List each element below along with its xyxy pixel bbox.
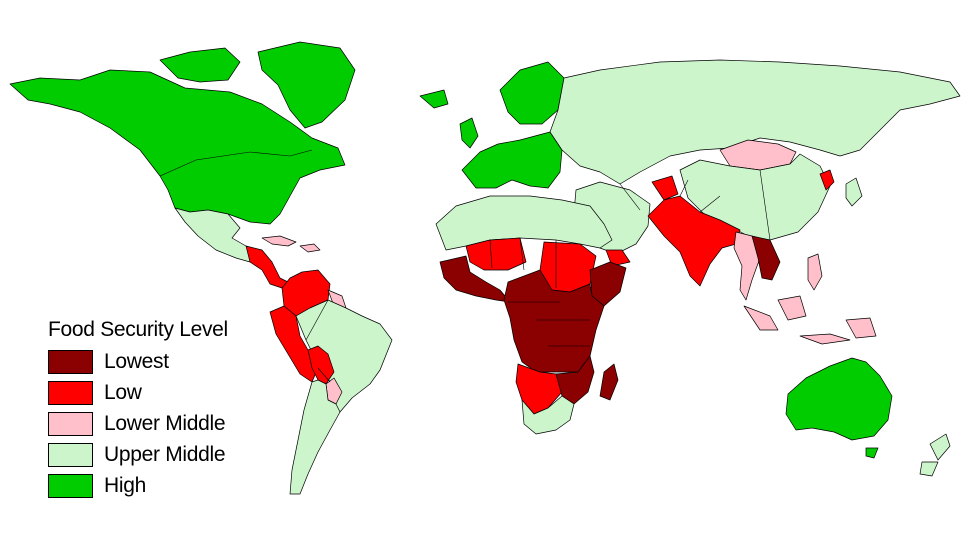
border-us-canada: [159, 149, 313, 177]
region-sahel-west[interactable]: [465, 237, 527, 271]
region-south-africa[interactable]: [521, 395, 575, 435]
region-australia[interactable]: [785, 357, 893, 441]
region-indonesia[interactable]: [845, 317, 877, 339]
region-indonesia[interactable]: [777, 295, 807, 321]
legend-label: Upper Middle: [104, 443, 226, 466]
legend-label: Lowest: [104, 350, 169, 373]
legend-item-upper-middle: Upper Middle: [48, 443, 248, 469]
region-europe[interactable]: [499, 61, 565, 125]
region-russia-central-asia[interactable]: [845, 177, 863, 207]
region-central-america[interactable]: [245, 245, 289, 289]
region-new-zealand[interactable]: [919, 461, 939, 477]
legend-item-low: Low: [48, 381, 248, 407]
legend-item-lowest: Lowest: [48, 350, 248, 376]
region-europe[interactable]: [459, 117, 479, 149]
region-north-america[interactable]: [159, 47, 241, 83]
region-north-america[interactable]: [9, 69, 346, 225]
legend-swatch-high: [48, 474, 93, 498]
region-southern-cone[interactable]: [289, 379, 341, 495]
map-legend: Food Security Level Lowest Low Lower Mid…: [48, 318, 248, 508]
legend-label: Low: [104, 381, 142, 404]
region-europe[interactable]: [419, 89, 449, 109]
region-bolivia[interactable]: [307, 345, 335, 385]
border-asia: [619, 169, 771, 241]
region-afghanistan[interactable]: [651, 175, 679, 201]
legend-swatch-lowest: [48, 350, 93, 374]
legend-swatch-upper-middle: [48, 443, 93, 467]
legend-label: High: [104, 474, 146, 497]
region-indonesia[interactable]: [743, 305, 779, 331]
legend-title: Food Security Level: [48, 318, 228, 341]
border-south-america: [305, 299, 331, 383]
region-russia-central-asia[interactable]: [549, 59, 961, 185]
legend-swatch-lower-middle: [48, 412, 93, 436]
region-caribbean[interactable]: [299, 243, 321, 253]
border-africa: [489, 237, 590, 347]
region-new-zealand[interactable]: [929, 433, 951, 461]
region-south-asia[interactable]: [647, 195, 741, 287]
region-philippines[interactable]: [807, 253, 823, 291]
legend-item-high: High: [48, 474, 248, 500]
region-indonesia[interactable]: [799, 333, 851, 345]
region-north-korea[interactable]: [819, 169, 835, 191]
region-madagascar[interactable]: [599, 363, 619, 401]
region-greenland[interactable]: [257, 41, 356, 129]
region-caribbean[interactable]: [261, 235, 297, 247]
legend-item-lower-middle: Lower Middle: [48, 412, 248, 438]
region-europe[interactable]: [461, 131, 563, 189]
region-yemen[interactable]: [605, 249, 631, 267]
legend-swatch-low: [48, 381, 93, 405]
region-australia[interactable]: [865, 447, 879, 459]
legend-label: Lower Middle: [104, 412, 226, 435]
